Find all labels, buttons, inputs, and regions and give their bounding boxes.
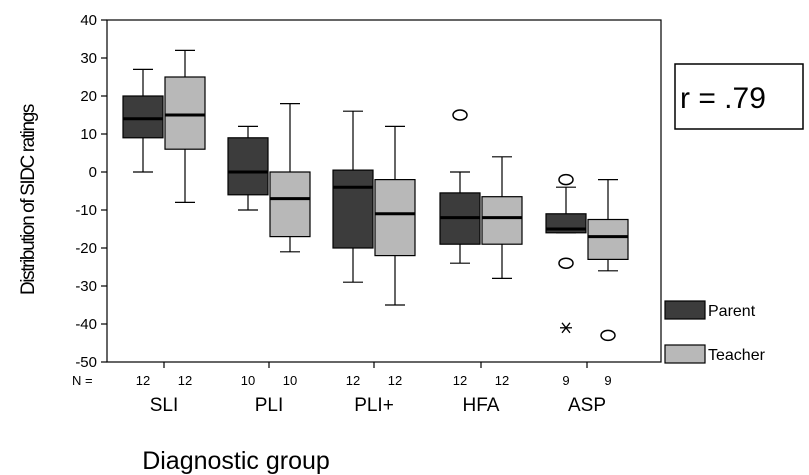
- n-label-parent-4: 9: [562, 373, 569, 388]
- plot-frame: [106, 19, 662, 363]
- category-label-2: PLI+: [354, 395, 394, 416]
- legend: Parent Teacher: [664, 300, 766, 364]
- y-tick-label-8: -40: [75, 316, 97, 333]
- correlation-annotation: r = .79: [674, 63, 804, 130]
- y-tick-label-3: 10: [80, 126, 97, 143]
- iqr-box: [587, 218, 629, 261]
- y-tick-label-6: -20: [75, 240, 97, 257]
- plot-area: [101, 19, 662, 368]
- y-tick-label-5: -10: [75, 202, 97, 219]
- legend-swatch-teacher: [664, 344, 706, 364]
- iqr-box: [164, 76, 206, 150]
- n-label-parent-0: 12: [136, 373, 150, 388]
- box-parent-4: [545, 173, 587, 334]
- outlier-point-1: [558, 257, 574, 269]
- y-tick-label-7: -30: [75, 278, 97, 295]
- box-parent-1: [227, 125, 269, 211]
- y-tick-label-1: 30: [80, 50, 97, 67]
- n-label-parent-2: 12: [346, 373, 360, 388]
- iqr-box: [269, 171, 311, 238]
- legend-swatch-parent: [664, 300, 706, 320]
- box-teacher-3: [481, 156, 523, 279]
- n-label-teacher-3: 12: [495, 373, 509, 388]
- box-parent-0: [122, 68, 164, 173]
- box-teacher-2: [374, 125, 416, 306]
- category-label-3: HFA: [463, 395, 500, 416]
- box-parent-2: [332, 110, 374, 283]
- iqr-box: [122, 95, 164, 139]
- boxplot-marks: [122, 49, 629, 342]
- y-tick-label-4: 0: [89, 164, 97, 181]
- x-axis-label: Diagnostic group: [142, 447, 330, 475]
- category-label-1: PLI: [255, 395, 284, 416]
- n-label-teacher-0: 12: [178, 373, 192, 388]
- category-label-4: ASP: [568, 395, 606, 416]
- box-teacher-1: [269, 102, 311, 253]
- chart-labels: Distribution of SIDC ratings Diagnostic …: [18, 12, 612, 475]
- outlier-point-0: [600, 329, 616, 342]
- n-prefix-label: N =: [72, 373, 93, 388]
- y-tick-label-2: 20: [80, 88, 97, 105]
- annotation-text: r = .79: [680, 82, 766, 115]
- n-label-teacher-2: 12: [388, 373, 402, 388]
- y-tick-label-9: -50: [75, 354, 97, 371]
- n-label-teacher-4: 9: [604, 373, 611, 388]
- box-teacher-4: [587, 179, 629, 342]
- y-tick-label-0: 40: [80, 12, 97, 29]
- iqr-box: [374, 179, 416, 257]
- outlier-point-0: [452, 109, 468, 121]
- box-parent-3: [439, 109, 481, 264]
- box-teacher-0: [164, 49, 206, 203]
- n-label-parent-1: 10: [241, 373, 255, 388]
- legend-label-teacher: Teacher: [708, 347, 766, 364]
- iqr-box: [227, 137, 269, 196]
- iqr-box: [481, 196, 523, 245]
- legend-label-parent: Parent: [708, 303, 756, 320]
- extreme-point-0: [560, 322, 572, 334]
- annotation-box: [674, 63, 804, 130]
- n-label-teacher-1: 10: [283, 373, 297, 388]
- iqr-box: [332, 169, 374, 249]
- category-label-0: SLI: [150, 395, 179, 416]
- outlier-point-0: [558, 173, 574, 186]
- y-axis-label: Distribution of SIDC ratings: [18, 104, 39, 295]
- n-label-parent-3: 12: [453, 373, 467, 388]
